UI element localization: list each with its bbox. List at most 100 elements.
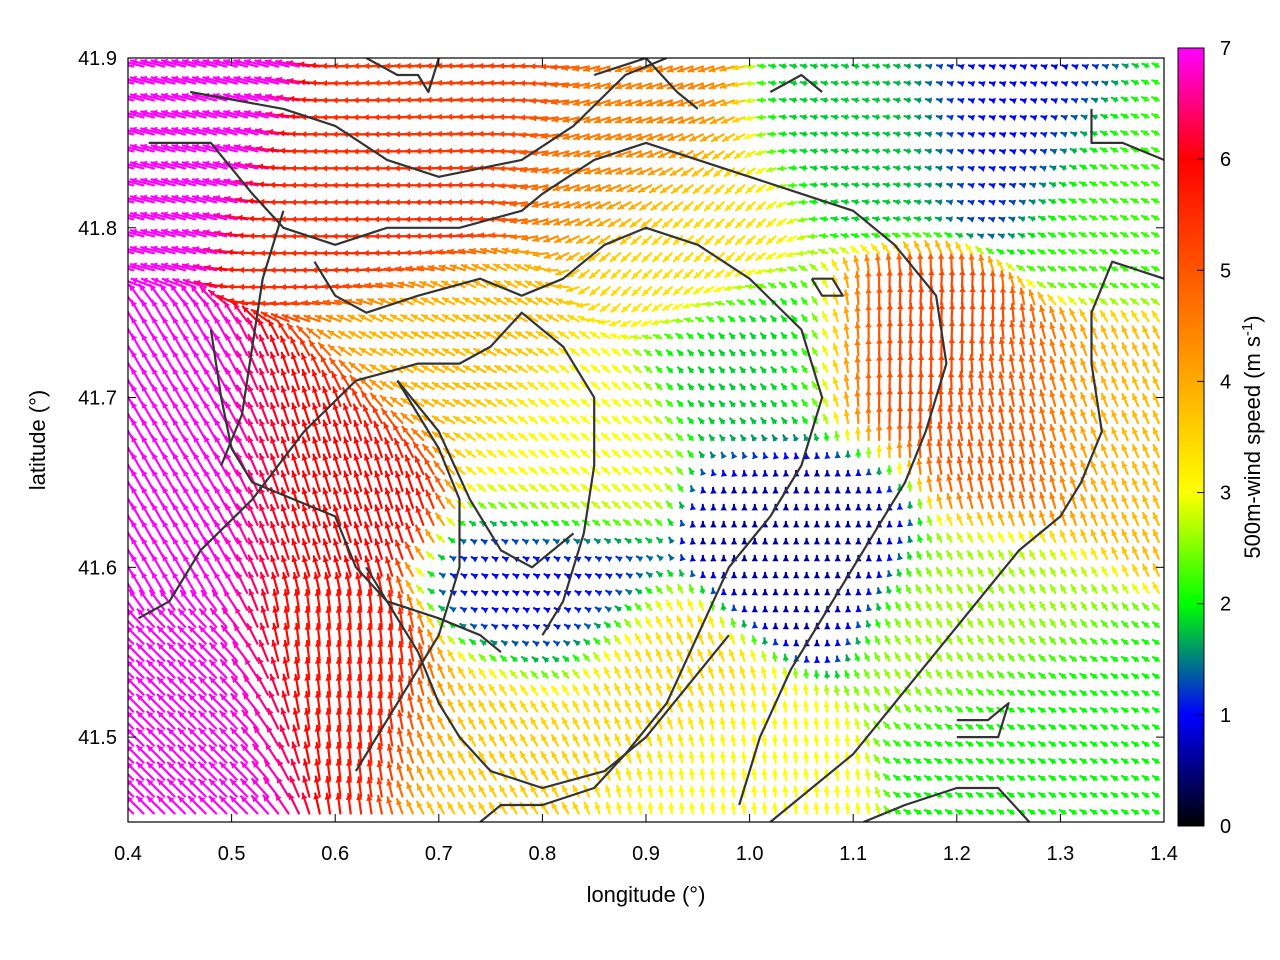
wind-arrow [582,700,591,713]
wind-arrow [615,589,623,597]
wind-arrow [304,639,311,662]
wind-arrow [561,733,570,747]
contour-line [365,58,440,94]
wind-arrow [128,600,135,611]
wind-arrow [1018,439,1026,459]
wind-arrow [614,733,622,747]
wind-arrow [677,583,684,594]
wind-arrow [218,778,238,798]
wind-arrow [1018,584,1026,594]
wind-arrow [1121,460,1129,476]
wind-arrow [1071,64,1079,71]
wind-arrow [1049,584,1057,594]
wind-arrow [478,667,487,679]
wind-arrow [1050,115,1058,121]
wind-arrow [665,349,674,357]
wind-arrow [767,80,777,87]
wind-arrow [322,470,332,492]
wind-arrow [346,707,353,730]
wind-arrow [886,570,893,578]
wind-arrow [650,201,663,211]
wind-arrow [1130,130,1140,137]
wind-arrow [676,615,684,628]
wind-arrow [1080,375,1088,391]
wind-arrow [892,216,901,223]
wind-arrow [436,767,446,781]
wind-arrow [946,439,953,459]
wind-arrow [324,792,332,815]
wind-arrow [1018,510,1026,527]
wind-arrow [177,625,197,645]
wind-arrow [788,131,798,138]
wind-arrow [719,716,726,730]
wind-arrow [1079,774,1088,782]
wind-arrow [903,114,912,121]
wind-arrow [1142,359,1150,374]
wind-arrow [589,286,601,296]
wind-arrow [651,286,663,296]
wind-arrow [1009,81,1017,88]
wind-arrow [322,453,332,476]
wind-arrow [487,483,497,492]
wind-arrow [437,680,446,696]
wind-arrow [987,233,995,240]
wind-arrow [948,353,955,374]
wind-arrow [1018,456,1026,476]
wind-arrow [208,761,228,781]
wind-arrow [1070,114,1078,121]
wind-arrow [923,722,933,730]
wind-arrow [1007,671,1015,679]
wind-arrow [665,631,674,645]
wind-arrow [756,63,767,70]
wind-arrow [599,331,611,340]
wind-arrow [999,319,1006,340]
wind-arrow [1028,491,1036,509]
wind-arrow [761,700,768,713]
wind-arrow [693,252,705,263]
wind-arrow [540,733,549,747]
wind-arrow [935,182,943,189]
wind-arrow [588,269,601,280]
wind-arrow [713,167,725,178]
wind-arrow [549,501,560,509]
wind-arrow [967,405,974,425]
wind-arrow [403,439,414,459]
wind-arrow [1008,337,1015,357]
wind-arrow [761,734,768,747]
wind-arrow [780,400,788,408]
wind-arrow [1039,566,1047,577]
wind-arrow [865,337,872,357]
wind-arrow [914,704,922,713]
colorbar-label: 500m-wind speed (m s-1) [1239,315,1265,558]
wind-arrow [517,449,529,459]
wind-arrow [138,589,155,611]
wind-arrow [946,550,953,560]
wind-arrow [559,415,570,425]
wind-arrow [250,794,269,815]
wind-arrow [603,683,611,696]
wind-arrow [531,656,539,664]
wind-arrow [1016,264,1026,272]
wind-arrow [274,793,290,815]
wind-arrow [1120,79,1129,87]
wind-arrow [1069,391,1078,408]
wind-arrow [986,774,995,782]
wind-arrow [187,693,207,713]
wind-arrow [1121,564,1129,577]
wind-arrow [128,796,145,815]
wind-arrow [478,733,487,747]
wind-arrow [478,699,487,713]
wind-arrow [532,640,540,648]
wind-arrow [969,268,976,289]
wind-arrow [830,114,839,121]
wind-arrow [1150,265,1160,273]
wind-arrow [655,585,663,594]
wind-arrow [803,668,810,679]
wind-arrow [571,519,580,527]
wind-arrow [426,766,435,781]
wind-arrow [934,705,943,713]
wind-arrow [1039,338,1047,357]
wind-arrow [128,547,135,560]
wind-arrow [706,316,715,323]
wind-arrow [755,235,767,245]
